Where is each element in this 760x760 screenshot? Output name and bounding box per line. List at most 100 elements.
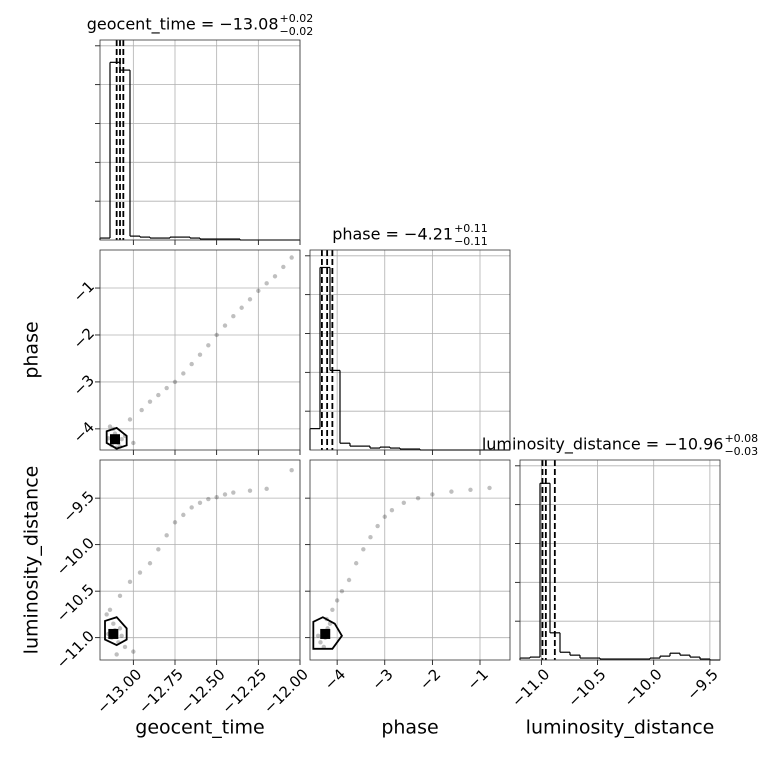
panel-title: geocent_time = −13.08	[87, 15, 279, 35]
scatter-point	[197, 352, 203, 357]
axes-frame	[519, 459, 721, 661]
contour	[105, 426, 128, 450]
scatter-point	[156, 392, 161, 398]
scatter-point	[401, 500, 407, 505]
density-peak	[320, 628, 331, 639]
scatter-point	[156, 547, 161, 552]
scatter-point	[375, 523, 380, 529]
x-axis-label: luminosity_distance	[526, 717, 715, 739]
scatter-point	[137, 570, 143, 575]
scatter-point	[127, 579, 133, 585]
scatter-points	[104, 468, 294, 657]
axes-frame	[309, 459, 511, 661]
scatter-point	[131, 649, 136, 654]
panel: phase = −4.21 +0.11−0.11	[305, 222, 511, 455]
scatter-point	[131, 440, 136, 446]
title-lower: −0.02	[280, 25, 314, 38]
scatter-point	[361, 547, 366, 552]
title-upper: +0.11	[454, 222, 488, 235]
scatter-point	[122, 644, 128, 650]
panel: geocent_time = −13.08 +0.02−0.02	[87, 12, 314, 245]
scatter-point	[247, 297, 253, 302]
scatter-point	[222, 492, 228, 497]
y-axis-label: phase	[21, 321, 43, 378]
contour	[104, 616, 128, 647]
scatter-point	[214, 332, 219, 338]
scatter-point	[119, 633, 124, 639]
axes-frame	[309, 249, 511, 451]
scatter-point	[164, 533, 169, 538]
scatter-point	[222, 323, 228, 328]
scatter-point	[206, 496, 211, 502]
scatter-point	[119, 437, 124, 442]
density-peak	[110, 434, 120, 445]
scatter-point	[318, 640, 323, 645]
scatter-point	[147, 561, 153, 566]
scatter-point	[147, 399, 153, 404]
scatter-point	[239, 305, 244, 310]
scatter-point	[487, 485, 492, 491]
scatter-point	[346, 577, 352, 583]
scatter-point	[468, 487, 473, 492]
axes-frame	[99, 39, 301, 241]
scatter-point	[172, 520, 178, 525]
contour	[312, 616, 343, 650]
scatter-point	[334, 598, 340, 603]
axes-frame	[99, 249, 301, 451]
title-upper: +0.02	[280, 12, 314, 25]
scatter-point	[382, 514, 387, 519]
scatter-point	[117, 626, 123, 631]
scatter-point	[231, 490, 236, 495]
scatter-point	[330, 607, 335, 612]
scatter-point	[172, 379, 178, 385]
density-peak	[108, 628, 119, 639]
scatter-point	[368, 535, 373, 540]
scatter-point	[139, 407, 144, 413]
panel-title: phase = −4.21	[332, 225, 453, 244]
scatter-point	[127, 417, 133, 422]
title-upper: +0.08	[724, 432, 758, 445]
scatter-point	[181, 512, 186, 518]
scatter-point	[281, 264, 286, 270]
x-axis-label: geocent_time	[135, 717, 264, 739]
scatter-point	[256, 288, 261, 294]
scatter-point	[107, 607, 113, 612]
scatter-point	[164, 385, 169, 391]
scatter-point	[449, 489, 454, 494]
scatter-point	[247, 488, 253, 493]
axes-frame	[99, 459, 301, 661]
y-axis-label: luminosity_distance	[21, 466, 43, 655]
scatter-point	[264, 486, 269, 492]
scatter-point	[272, 274, 278, 279]
scatter-point	[206, 343, 211, 348]
title-lower: −0.11	[454, 235, 488, 248]
scatter-point	[181, 371, 186, 376]
x-axis-label: phase	[381, 717, 438, 739]
scatter-point	[289, 468, 294, 473]
scatter-point	[189, 361, 194, 367]
scatter-point	[430, 492, 435, 497]
scatter-point	[339, 588, 345, 594]
scatter-point	[189, 505, 194, 510]
scatter-point	[415, 495, 421, 501]
scatter-point	[289, 255, 294, 260]
scatter-point	[231, 313, 236, 319]
scatter-point	[111, 621, 116, 626]
panel-title: luminosity_distance = −10.96	[482, 435, 724, 455]
scatter-point	[114, 652, 119, 657]
scatter-point	[315, 633, 321, 639]
scatter-point	[353, 561, 359, 566]
scatter-point	[104, 612, 109, 617]
scatter-points	[312, 485, 492, 650]
scatter-point	[107, 424, 113, 429]
scatter-point	[389, 508, 395, 513]
scatter-points	[105, 255, 294, 450]
scatter-point	[197, 500, 203, 505]
scatter-point	[117, 593, 123, 599]
scatter-point	[264, 281, 269, 286]
title-lower: −0.03	[724, 445, 758, 458]
scatter-point	[214, 495, 219, 500]
